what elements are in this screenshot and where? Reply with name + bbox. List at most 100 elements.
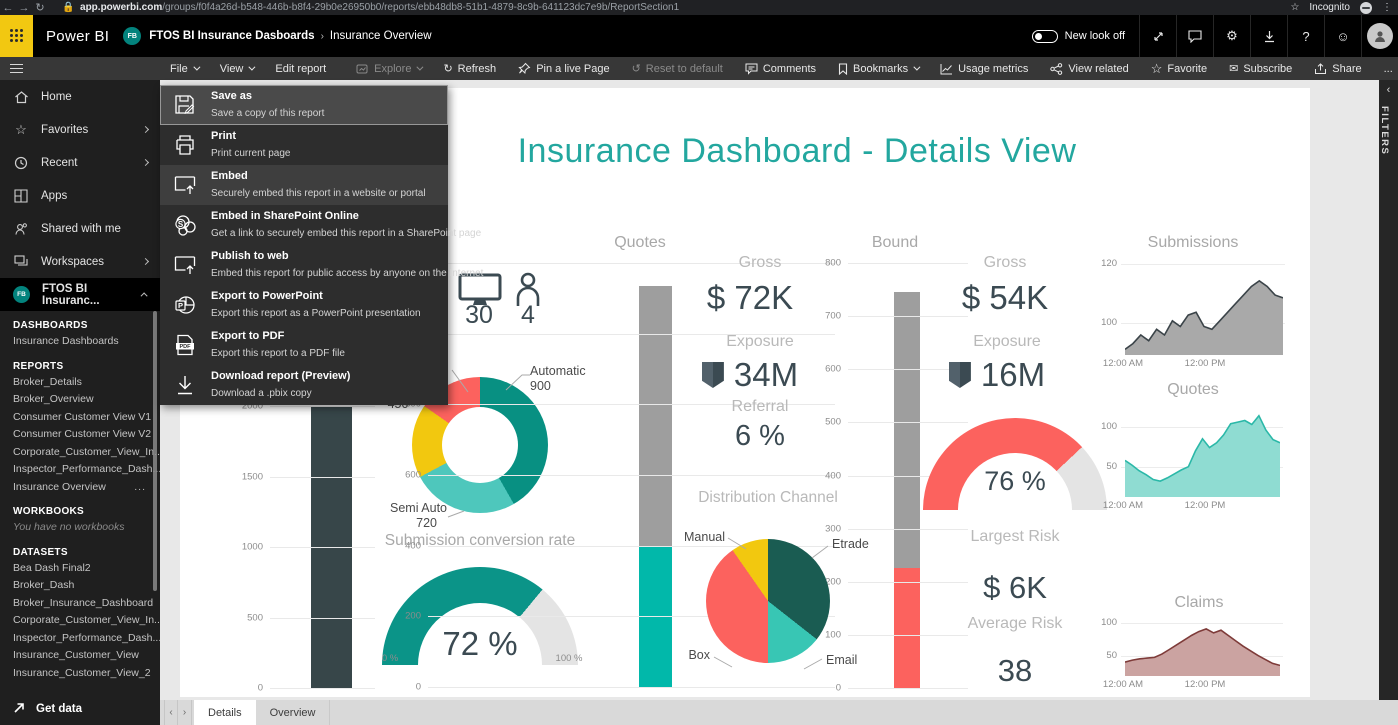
help-icon[interactable]: ? bbox=[1287, 15, 1324, 57]
claims-area-chart[interactable] bbox=[1125, 613, 1280, 676]
feedback-smiley-icon[interactable]: ☺ bbox=[1324, 15, 1361, 57]
y-tick: 120 bbox=[1101, 258, 1117, 269]
edit-report-button[interactable]: Edit report bbox=[275, 62, 327, 75]
bookmarks-icon bbox=[838, 62, 848, 75]
sidebar-scrollbar[interactable] bbox=[153, 311, 157, 591]
file-menu-button[interactable]: File bbox=[159, 57, 209, 80]
breadcrumb-report[interactable]: Insurance Overview bbox=[329, 30, 432, 42]
sidebar-dataset-item[interactable]: Insurance_Customer_View bbox=[13, 649, 139, 661]
sidebar-report-item[interactable]: Consumer Customer View V2 bbox=[13, 428, 152, 440]
browser-back-icon[interactable]: ← bbox=[2, 1, 14, 14]
get-data-button[interactable]: Get data bbox=[0, 693, 160, 725]
filters-panel-collapsed[interactable]: ‹ FILTERS bbox=[1379, 80, 1398, 700]
menu-item-embed[interactable]: Embed Securely embed this report in a we… bbox=[160, 165, 448, 205]
pie-label-manual: Manual bbox=[684, 530, 725, 544]
sidebar-dataset-item[interactable]: Insurance_Customer_View_2 bbox=[13, 666, 151, 679]
gridline bbox=[1121, 264, 1285, 265]
filters-expand-icon[interactable]: ‹ bbox=[1386, 84, 1391, 96]
address-bar[interactable]: 🔒 app.powerbi.com/groups/f0f4a26d-b548-4… bbox=[62, 2, 680, 13]
tab-details[interactable]: Details bbox=[194, 700, 256, 725]
sidebar-item-home[interactable]: Home bbox=[0, 80, 160, 113]
menu-item-embed-sharepoint[interactable]: S Embed in SharePoint Online Get a link … bbox=[160, 205, 481, 245]
report-more-icon[interactable]: ... bbox=[134, 480, 146, 493]
sidebar-report-item[interactable]: Broker_Overview bbox=[13, 393, 94, 405]
favorite-button[interactable]: ☆ Favorite bbox=[1150, 60, 1208, 76]
sidebar-item-workspaces[interactable]: Workspaces bbox=[0, 245, 160, 278]
bookmark-star-icon[interactable]: ☆ bbox=[1290, 2, 1300, 13]
sidebar-item-apps[interactable]: Apps bbox=[0, 179, 160, 212]
browser-refresh-icon[interactable]: ↻ bbox=[35, 2, 45, 14]
settings-gear-icon[interactable]: ⚙ bbox=[1213, 15, 1250, 57]
bar-segment bbox=[894, 568, 920, 688]
report-command-bar: File View Edit report Explore ↻ Refresh P… bbox=[0, 57, 1398, 80]
gridline bbox=[428, 475, 835, 476]
view-menu-button[interactable]: View bbox=[209, 57, 265, 80]
sidebar-dataset-item[interactable]: Inspector_Performance_Dash... bbox=[13, 631, 160, 644]
waffle-menu-icon[interactable] bbox=[0, 15, 33, 57]
usage-metrics-button[interactable]: Usage metrics bbox=[929, 57, 1039, 80]
bar-column[interactable] bbox=[894, 263, 920, 688]
new-look-toggle[interactable]: New look off bbox=[1018, 29, 1139, 43]
quotes-area-chart[interactable] bbox=[1125, 403, 1280, 497]
sidebar-report-item[interactable]: Inspector_Performance_Dash... bbox=[13, 463, 160, 475]
sidebar-dashboard-item[interactable]: Insurance Dashboards bbox=[13, 335, 119, 347]
sidebar-report-item-active[interactable]: Insurance Overview ... bbox=[13, 479, 160, 497]
sidebar-item-recent[interactable]: Recent bbox=[0, 146, 160, 179]
tab-scroll-right-icon[interactable]: › bbox=[178, 700, 192, 725]
pin-live-page-button[interactable]: Pin a live Page bbox=[507, 57, 620, 80]
sidebar-item-current-workspace[interactable]: FB FTOS BI Insuranc... bbox=[0, 278, 160, 311]
menu-item-publish-to-web[interactable]: Publish to web Embed this report for pub… bbox=[160, 245, 483, 285]
fullscreen-icon[interactable] bbox=[1139, 15, 1176, 57]
sidebar-dataset-item[interactable]: Broker_Dash bbox=[13, 579, 75, 591]
distribution-channel-pie-chart[interactable] bbox=[706, 539, 830, 663]
tab-scroll-left-icon[interactable]: ‹ bbox=[164, 700, 178, 725]
menu-item-export-pdf[interactable]: PDF Export to PDF Export this report to … bbox=[160, 325, 448, 365]
gridline bbox=[428, 687, 835, 688]
menu-item-print[interactable]: Print Print current page bbox=[160, 125, 448, 165]
workspace-fb-badge: FB bbox=[13, 286, 30, 303]
sidebar-report-item[interactable]: Broker_Details bbox=[13, 375, 82, 388]
sidebar-dataset-item[interactable]: Corporate_Customer_View_In... bbox=[13, 614, 160, 626]
comments-button[interactable]: Comments bbox=[734, 57, 827, 80]
gridline bbox=[428, 333, 835, 335]
menu-item-save-as[interactable]: Save as Save a copy of this report bbox=[160, 85, 448, 125]
sidebar-report-item[interactable]: Corporate_Customer_View_In... bbox=[13, 445, 160, 458]
subscribe-button[interactable]: ✉ Subscribe bbox=[1229, 62, 1293, 76]
desktop-count: 30 bbox=[465, 301, 493, 329]
pie-label-etrade: Etrade bbox=[832, 537, 869, 551]
nav-hamburger-icon[interactable] bbox=[10, 61, 23, 76]
commandbar-more-button[interactable]: ... bbox=[1383, 62, 1393, 75]
filters-label: FILTERS bbox=[1379, 106, 1390, 156]
powerbi-logo[interactable]: Power BI bbox=[46, 27, 110, 45]
menu-item-download-report[interactable]: Download report (Preview) Download a .pb… bbox=[160, 365, 448, 405]
download-icon[interactable] bbox=[1250, 15, 1287, 57]
tab-overview[interactable]: Overview bbox=[256, 700, 331, 725]
bookmarks-button[interactable]: Bookmarks bbox=[827, 57, 929, 80]
bound-bar-chart[interactable]: 800 700 600 500 400 300 200 100 0 bbox=[825, 258, 968, 694]
feedback-icon[interactable] bbox=[1176, 15, 1213, 57]
sidebar-item-shared[interactable]: Shared with me bbox=[0, 212, 160, 245]
y-tick: 100 bbox=[1101, 617, 1117, 628]
pin-icon bbox=[518, 62, 531, 75]
y-tick: 100 bbox=[1101, 421, 1117, 432]
breadcrumb-workspace[interactable]: FTOS BI Insurance Dasboards bbox=[149, 30, 315, 42]
view-related-button[interactable]: View related bbox=[1039, 57, 1139, 80]
embed-icon bbox=[172, 174, 198, 196]
account-avatar[interactable] bbox=[1361, 15, 1398, 57]
sidebar-item-favorites[interactable]: ☆ Favorites bbox=[0, 113, 160, 146]
submissions-bar-chart[interactable]: 2000 1500 1000 500 0 bbox=[242, 401, 375, 694]
workspace-badge[interactable]: FB bbox=[123, 27, 142, 45]
sidebar-dataset-item[interactable]: Bea Dash Final2 bbox=[13, 561, 91, 574]
sidebar-dataset-item[interactable]: Broker_Insurance_Dashboard bbox=[13, 596, 154, 609]
share-button[interactable]: Share bbox=[1303, 57, 1372, 80]
sidebar-report-item[interactable]: Consumer Customer View V1 bbox=[13, 410, 152, 423]
browser-menu-icon[interactable]: ⋮ bbox=[1382, 2, 1392, 13]
menu-item-title: Save as bbox=[211, 89, 252, 102]
browser-forward-icon[interactable]: → bbox=[18, 1, 30, 14]
svg-text:S: S bbox=[178, 220, 184, 229]
menu-item-export-powerpoint[interactable]: P Export to PowerPoint Export this repor… bbox=[160, 285, 448, 325]
submissions-area-title: Submissions bbox=[1147, 234, 1239, 251]
refresh-button[interactable]: ↻ Refresh bbox=[443, 62, 497, 76]
submissions-area-chart[interactable] bbox=[1125, 258, 1283, 355]
print-icon bbox=[172, 134, 198, 156]
